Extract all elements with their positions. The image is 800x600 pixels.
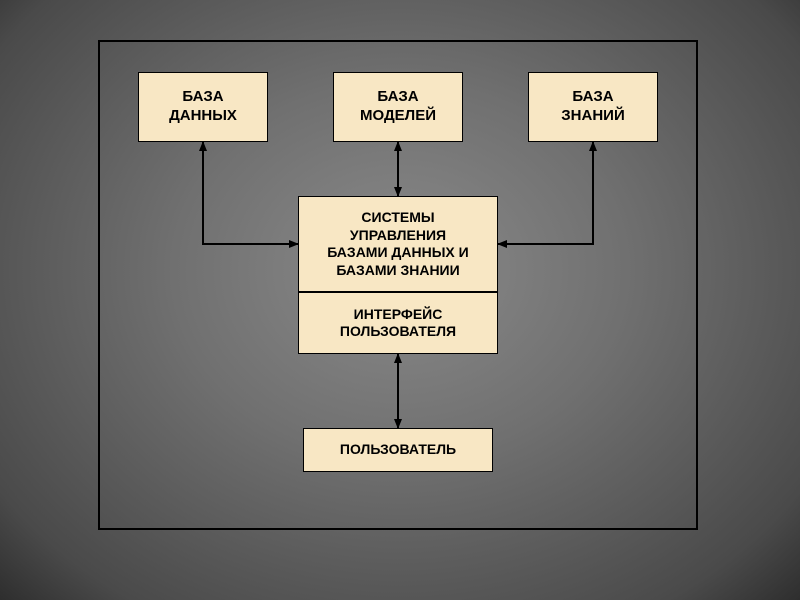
node-label: СИСТЕМЫ УПРАВЛЕНИЯ БАЗАМИ ДАННЫХ И БАЗАМ… (327, 209, 468, 279)
node-models: БАЗА МОДЕЛЕЙ (333, 72, 463, 142)
node-user: ПОЛЬЗОВАТЕЛЬ (303, 428, 493, 472)
node-label: ИНТЕРФЕЙС ПОЛЬЗОВАТЕЛЯ (340, 306, 456, 341)
diagram-canvas: БАЗА ДАННЫХ БАЗА МОДЕЛЕЙ БАЗА ЗНАНИЙ СИС… (0, 0, 800, 600)
node-label: БАЗА МОДЕЛЕЙ (360, 88, 436, 126)
node-label: БАЗА ЗНАНИЙ (561, 88, 624, 126)
node-dbms: СИСТЕМЫ УПРАВЛЕНИЯ БАЗАМИ ДАННЫХ И БАЗАМ… (298, 196, 498, 292)
node-knowledge: БАЗА ЗНАНИЙ (528, 72, 658, 142)
node-database: БАЗА ДАННЫХ (138, 72, 268, 142)
node-user-interface: ИНТЕРФЕЙС ПОЛЬЗОВАТЕЛЯ (298, 292, 498, 354)
node-label: ПОЛЬЗОВАТЕЛЬ (340, 441, 456, 459)
node-label: БАЗА ДАННЫХ (169, 88, 237, 126)
